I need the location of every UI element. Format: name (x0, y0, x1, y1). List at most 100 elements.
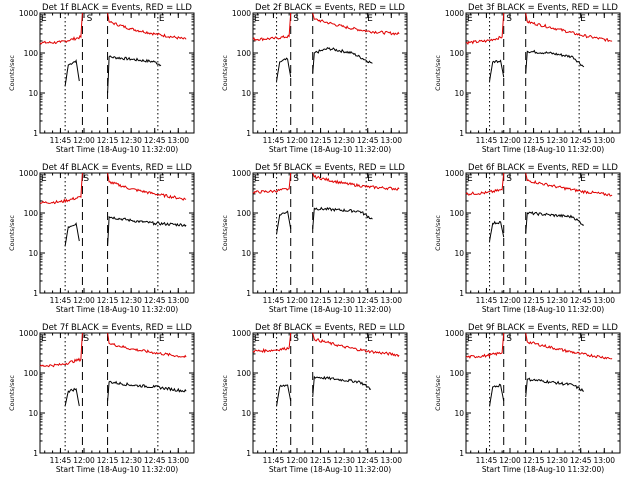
y-tick-label: 10 (241, 249, 251, 258)
event-marker-label: E (367, 174, 373, 184)
detector-panel: Det 7f BLACK = Events, RED = LLD Counts/s… (8, 323, 195, 474)
event-marker-label: S (293, 14, 299, 24)
lld-series-line (252, 12, 292, 42)
event-marker-label: E (159, 14, 165, 24)
y-axis-label: Counts/sec (434, 55, 442, 91)
y-tick-label: 100 (450, 209, 465, 218)
x-tick-label: 11:45 (50, 456, 72, 465)
x-tick-label: 13:00 (593, 456, 615, 465)
events-series-line (312, 206, 373, 229)
x-tick-label: 12:45 (357, 456, 379, 465)
y-tick-label: 100 (24, 209, 39, 218)
x-axis-label: Start Time (18-Aug-10 11:32:00) (56, 305, 178, 314)
y-axis-label: Counts/sec (221, 375, 229, 411)
y-tick-label: 100 (237, 49, 252, 58)
event-marker-label: E (254, 14, 260, 24)
x-tick-label: 12:15 (310, 296, 332, 305)
event-marker-label: S (506, 334, 512, 344)
x-tick-label: 12:00 (499, 136, 521, 145)
y-axis-label: Counts/sec (8, 55, 16, 91)
event-marker-label: E (467, 174, 473, 184)
plot-frame (252, 172, 408, 294)
x-tick-label: 12:30 (120, 456, 142, 465)
events-series-line (489, 383, 505, 407)
x-tick-label: 12:00 (499, 456, 521, 465)
x-tick-label: 12:30 (333, 136, 355, 145)
events-series-line (312, 46, 373, 74)
y-tick-label: 10 (241, 89, 251, 98)
detector-panel: Det 1f BLACK = Events, RED = LLD Counts/s… (8, 3, 195, 154)
x-tick-label: 12:45 (570, 136, 592, 145)
event-marker-label: S (83, 334, 89, 344)
lld-series-line (252, 332, 292, 354)
x-tick-label: 12:45 (144, 136, 166, 145)
y-tick-label: 10 (241, 409, 251, 418)
events-series-line (107, 55, 162, 94)
x-tick-label: 12:00 (286, 456, 308, 465)
x-tick-label: 12:30 (120, 136, 142, 145)
y-tick-label: 100 (450, 49, 465, 58)
y-tick-label: 1000 (232, 329, 251, 338)
y-tick-label: 1000 (19, 9, 38, 18)
y-tick-label: 1000 (445, 329, 464, 338)
x-axis-label: Start Time (18-Aug-10 11:32:00) (56, 465, 178, 474)
y-tick-label: 100 (237, 369, 252, 378)
x-tick-label: 12:15 (97, 296, 119, 305)
y-tick-label: 1000 (232, 9, 251, 18)
x-tick-label: 11:45 (476, 456, 498, 465)
x-tick-label: 13:00 (593, 136, 615, 145)
x-axis-label: Start Time (18-Aug-10 11:32:00) (482, 465, 604, 474)
x-tick-label: 12:15 (523, 456, 545, 465)
x-tick-label: 12:45 (570, 296, 592, 305)
y-tick-label: 1 (246, 129, 251, 138)
y-tick-label: 1000 (445, 169, 464, 178)
events-series-line (64, 58, 80, 87)
plot-frame (39, 172, 195, 294)
events-series-line (276, 57, 292, 82)
x-tick-label: 12:45 (570, 456, 592, 465)
events-series-line (525, 377, 584, 398)
y-tick-label: 100 (237, 209, 252, 218)
panel-title: Det 1f BLACK = Events, RED = LLD (42, 3, 192, 13)
lld-series-line (107, 12, 187, 40)
y-tick-label: 10 (454, 249, 464, 258)
lld-series-line (312, 12, 400, 36)
panel-title: Det 9f BLACK = Events, RED = LLD (468, 323, 618, 333)
events-series-line (276, 210, 292, 234)
x-tick-label: 11:45 (263, 296, 285, 305)
x-tick-label: 12:30 (546, 136, 568, 145)
lld-series-line (465, 332, 505, 359)
lld-series-line (39, 172, 83, 205)
y-tick-label: 10 (28, 409, 38, 418)
x-tick-label: 12:30 (546, 296, 568, 305)
x-tick-label: 12:30 (120, 296, 142, 305)
events-series-line (64, 387, 80, 407)
y-tick-label: 1 (459, 449, 464, 458)
y-tick-label: 1 (459, 129, 464, 138)
plot-frame (39, 12, 195, 134)
event-marker-label: S (506, 174, 512, 184)
event-marker-label: E (254, 174, 260, 184)
plot-frame (39, 332, 195, 454)
y-tick-label: 1 (246, 449, 251, 458)
x-tick-label: 11:45 (50, 296, 72, 305)
lld-series-line (465, 12, 505, 46)
x-tick-label: 12:00 (73, 456, 95, 465)
y-tick-label: 10 (28, 249, 38, 258)
event-marker-label: E (580, 14, 586, 24)
x-tick-label: 13:00 (380, 136, 402, 145)
panel-title: Det 6f BLACK = Events, RED = LLD (468, 163, 618, 173)
plot-frame (465, 332, 621, 454)
y-tick-label: 1 (33, 129, 38, 138)
lld-series-line (39, 12, 83, 45)
detector-panel: Det 8f BLACK = Events, RED = LLD Counts/s… (221, 323, 408, 474)
panel-title: Det 3f BLACK = Events, RED = LLD (468, 3, 618, 13)
x-tick-label: 12:15 (97, 136, 119, 145)
event-marker-label: S (87, 14, 93, 24)
lld-series-line (312, 332, 400, 358)
x-tick-label: 12:00 (73, 136, 95, 145)
x-tick-label: 12:15 (523, 296, 545, 305)
events-series-line (64, 222, 80, 247)
x-tick-label: 12:30 (546, 456, 568, 465)
